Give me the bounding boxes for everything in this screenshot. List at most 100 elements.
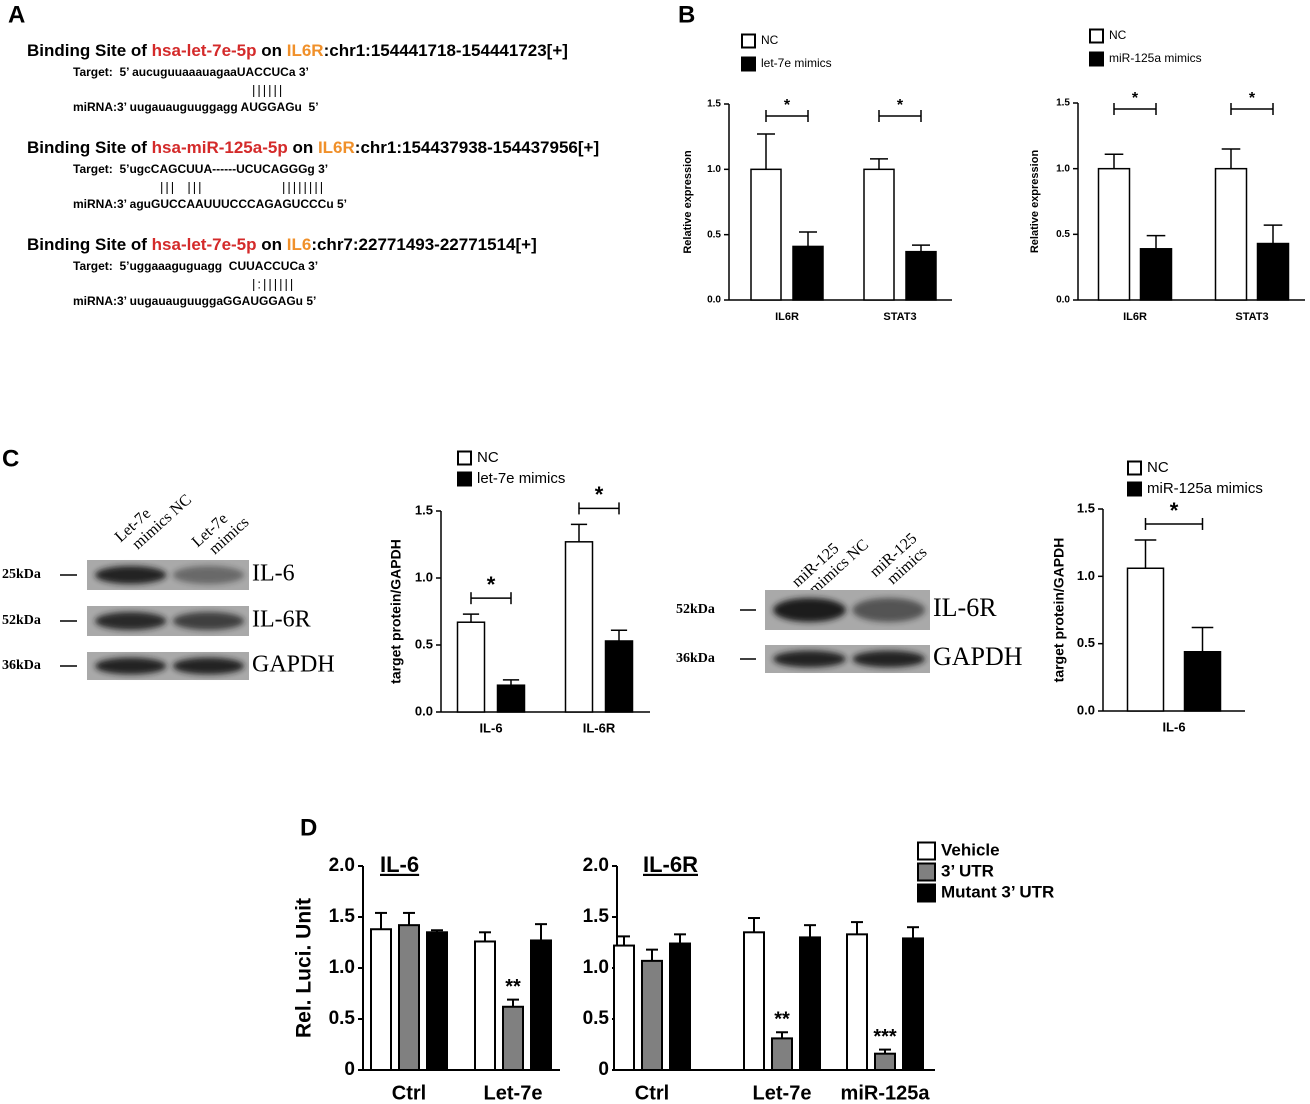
- title-part: :chr1:154437938-154437956[+]: [355, 138, 599, 157]
- y-tick-label: 1.0: [415, 569, 433, 584]
- x-tick-label: Let-7e: [753, 1082, 812, 1104]
- mirna-sequence: miRNA:3’ uugauauguuggaGGAUGGAGu 5’: [73, 294, 316, 308]
- error-bar: [431, 929, 443, 933]
- y-axis-label: Relative expression: [1029, 150, 1041, 254]
- significance: *: [595, 482, 604, 507]
- title-part: IL6: [287, 235, 312, 254]
- significance-bracket: [470, 592, 512, 605]
- legend-swatch: [457, 471, 472, 487]
- error-bar: [502, 679, 520, 686]
- blot-band: [95, 566, 167, 584]
- y-tick-label: 1.0: [329, 957, 355, 978]
- bar: [799, 936, 821, 1072]
- bar: [1183, 650, 1222, 712]
- size-label: 52kDa: [676, 602, 715, 617]
- significance: *: [1170, 498, 1179, 523]
- x-tick-label: IL-6: [1162, 719, 1185, 734]
- mirna-sequence: miRNA:3’ aguGUCCAAUUUCCCAGAGUCCCu 5’: [73, 197, 347, 211]
- significance: *: [487, 572, 496, 597]
- title-part: Binding Site of: [27, 41, 152, 60]
- error-bar: [570, 523, 588, 542]
- bar: [502, 1005, 524, 1072]
- bar: [874, 1052, 896, 1072]
- mirna-sequence: miRNA:3’ uugauauguuggagg AUGGAGu 5’: [73, 100, 319, 114]
- bar: [456, 621, 486, 713]
- legend-label: NC: [1147, 459, 1169, 476]
- target-sequence: Target: 5’uggaaaguguagg CUUACCUCa 3’: [73, 259, 318, 273]
- y-tick-label: 1.5: [1077, 500, 1095, 515]
- significance: *: [1132, 90, 1139, 107]
- x-tick-label: Let-7e: [484, 1082, 543, 1104]
- title-part: :chr1:154441718-154441723[+]: [324, 41, 568, 60]
- x-tick-label: Ctrl: [392, 1082, 426, 1104]
- size-label: 36kDa: [2, 658, 41, 673]
- error-bar: [1134, 539, 1157, 569]
- error-bar: [646, 948, 658, 961]
- y-tick-label: 1.0: [1077, 568, 1095, 583]
- blot-band: [95, 612, 167, 630]
- x-tick-label: IL6R: [1123, 311, 1147, 323]
- bar: [1214, 167, 1248, 301]
- error-bar: [912, 244, 930, 252]
- error-bar: [674, 933, 686, 944]
- bar: [426, 931, 448, 1071]
- base-pairs: ||| ||| ||||||||: [160, 179, 325, 194]
- legend-label: Mutant 3’ UTR: [941, 882, 1054, 901]
- protein-label: GAPDH: [933, 642, 1023, 671]
- base-pairs: |:||||||: [252, 276, 295, 291]
- legend-swatch: [1127, 481, 1142, 497]
- error-bar: [1146, 234, 1166, 249]
- error-bar: [1221, 148, 1241, 169]
- y-tick-label: 0.0: [707, 295, 721, 306]
- y-tick-label: 0.5: [329, 1008, 356, 1029]
- bar: [863, 168, 895, 301]
- bar: [1139, 248, 1173, 301]
- protein-label: GAPDH: [252, 652, 335, 678]
- size-label: 36kDa: [676, 651, 715, 666]
- protein-label: IL-6: [252, 561, 295, 587]
- blot-band: [172, 657, 245, 675]
- legend-swatch: [1089, 28, 1104, 44]
- size-label: 52kDa: [2, 613, 41, 628]
- blot-band: [852, 650, 926, 668]
- significance: **: [505, 976, 521, 998]
- bar: [613, 944, 635, 1071]
- target-sequence: Target: 5’ aucuguuaaauagaaUACCUCa 3’: [73, 65, 309, 79]
- blot-band: [773, 650, 846, 668]
- error-bar: [757, 133, 775, 170]
- protein-label: IL-6R: [933, 593, 997, 622]
- error-bar: [507, 998, 519, 1007]
- y-tick-label: 1.5: [707, 99, 721, 110]
- binding-site-title: Binding Site of hsa-let-7e-5p on IL6:chr…: [27, 235, 537, 254]
- title-part: on: [288, 138, 318, 157]
- bar: [370, 928, 392, 1071]
- error-bar: [870, 158, 888, 170]
- error-bar: [535, 923, 547, 941]
- y-tick-label: 0.5: [1056, 229, 1070, 240]
- x-tick-label: IL-6R: [583, 720, 616, 735]
- y-tick-label: 1.0: [1056, 163, 1070, 174]
- bar: [1126, 567, 1165, 712]
- legend-swatch: [741, 56, 756, 72]
- legend-label: NC: [1109, 28, 1127, 42]
- base-pairs: ||||||: [252, 82, 284, 97]
- error-bar: [618, 935, 630, 946]
- panel-label: B: [678, 1, 695, 28]
- error-bar: [776, 1031, 788, 1039]
- bar: [743, 931, 765, 1071]
- legend-swatch: [917, 841, 936, 861]
- legend-swatch: [741, 33, 756, 49]
- bar: [771, 1037, 793, 1072]
- error-bar: [748, 917, 760, 933]
- error-bar: [1191, 626, 1214, 652]
- panel-label: C: [2, 445, 19, 472]
- binding-site-title: Binding Site of hsa-let-7e-5p on IL6R:ch…: [27, 41, 568, 60]
- error-bar: [907, 926, 919, 939]
- protein-label: IL-6R: [252, 607, 311, 633]
- y-axis-label: target protein/GAPDH: [388, 539, 404, 684]
- y-tick-label: 0.5: [707, 229, 721, 240]
- bar: [1097, 167, 1131, 301]
- significance: *: [897, 97, 904, 114]
